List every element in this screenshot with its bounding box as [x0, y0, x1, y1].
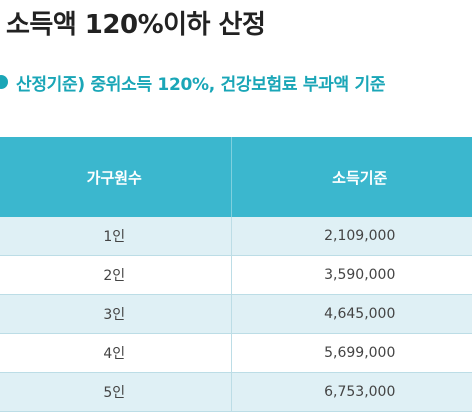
table-header-row: 가구원수 소득기준 — [0, 137, 472, 217]
table-row: 2인 3,590,000 — [0, 255, 472, 295]
household-size-cell: 4인 — [0, 333, 232, 373]
page-title: 소득액 120%이하 산정 — [6, 10, 266, 40]
income-standard-cell: 3,590,000 — [231, 255, 472, 295]
income-standard-table: 가구원수 소득기준 1인 2,109,000 2인 3,590,000 3인 4… — [0, 137, 472, 412]
table-header: 가구원수 소득기준 — [0, 137, 472, 217]
table-row: 4인 5,699,000 — [0, 333, 472, 373]
household-size-cell: 5인 — [0, 372, 232, 412]
criteria-text: 산정기준) 중위소득 120%, 건강보험료 부과액 기준 — [16, 74, 386, 95]
income-standard-cell: 6,753,000 — [231, 372, 472, 412]
table-row: 1인 2,109,000 — [0, 217, 472, 256]
income-standard-cell: 2,109,000 — [231, 217, 472, 256]
income-standard-cell: 5,699,000 — [231, 333, 472, 373]
household-size-cell: 3인 — [0, 294, 232, 334]
table-row: 3인 4,645,000 — [0, 294, 472, 334]
household-size-cell: 1인 — [0, 217, 232, 256]
criteria-subtitle: 산정기준) 중위소득 120%, 건강보험료 부과액 기준 — [0, 68, 385, 96]
table-row: 5인 6,753,000 — [0, 372, 472, 412]
column-header-income-standard: 소득기준 — [231, 137, 472, 217]
column-header-household-size: 가구원수 — [0, 137, 232, 217]
table-body: 1인 2,109,000 2인 3,590,000 3인 4,645,000 4… — [0, 217, 472, 412]
bullet-dot-icon — [0, 75, 8, 89]
household-size-cell: 2인 — [0, 255, 232, 295]
income-standard-cell: 4,645,000 — [231, 294, 472, 334]
